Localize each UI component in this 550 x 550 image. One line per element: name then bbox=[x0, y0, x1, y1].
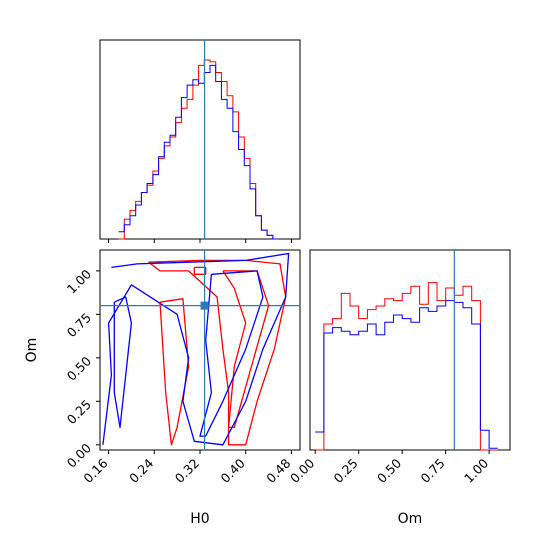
hist-om-x-tick-label-1: 0.25 bbox=[331, 456, 361, 486]
contour-x-tick-label-1: 0.24 bbox=[126, 455, 156, 485]
x-axis-label-om: Om bbox=[398, 511, 423, 527]
truth-marker bbox=[200, 301, 209, 310]
contour-x-tick-label-4: 0.48 bbox=[263, 455, 293, 485]
contour-y-tick-label-4: 1.00 bbox=[64, 266, 94, 296]
y-axis-label-om: Om bbox=[24, 338, 40, 363]
contour-x-tick-label-2: 0.32 bbox=[172, 456, 202, 486]
panel-contour bbox=[99, 249, 301, 451]
contour-inner-series-0-2 bbox=[193, 266, 207, 275]
x-axis-label-h0: H0 bbox=[190, 511, 209, 527]
contour-inner-series-1-6 bbox=[199, 270, 264, 437]
hist-om-series-0 bbox=[315, 282, 498, 451]
panel-hist-h0 bbox=[99, 39, 301, 240]
contour-y-tick-label-1: 0.25 bbox=[64, 397, 94, 427]
hist-om-x-tick-label-3: 0.75 bbox=[417, 456, 447, 486]
contour-outer-series-0-0 bbox=[148, 259, 287, 446]
contour-inner-series-0-3 bbox=[159, 298, 190, 446]
panel-hist-om-frame bbox=[309, 249, 511, 451]
hist-om-x-tick-label-2: 0.50 bbox=[374, 455, 404, 485]
panel-hist-om bbox=[309, 249, 511, 451]
panel-contour-frame bbox=[99, 249, 301, 451]
hist-om-x-tick-label-0: 0.00 bbox=[287, 455, 317, 485]
hist-om-x-tick-label-4: 1.00 bbox=[461, 455, 491, 485]
contour-y-tick-label-2: 0.50 bbox=[64, 353, 94, 383]
contour-x-tick-label-3: 0.40 bbox=[218, 455, 248, 485]
hist-h0-series-0 bbox=[118, 59, 279, 240]
hist-h0-series-1 bbox=[118, 64, 279, 240]
hist-om-series-1 bbox=[315, 300, 498, 449]
panel-hist-h0-frame bbox=[99, 39, 301, 240]
contour-inner-series-1-5 bbox=[113, 296, 133, 429]
contour-y-tick-label-3: 0.75 bbox=[64, 310, 94, 340]
